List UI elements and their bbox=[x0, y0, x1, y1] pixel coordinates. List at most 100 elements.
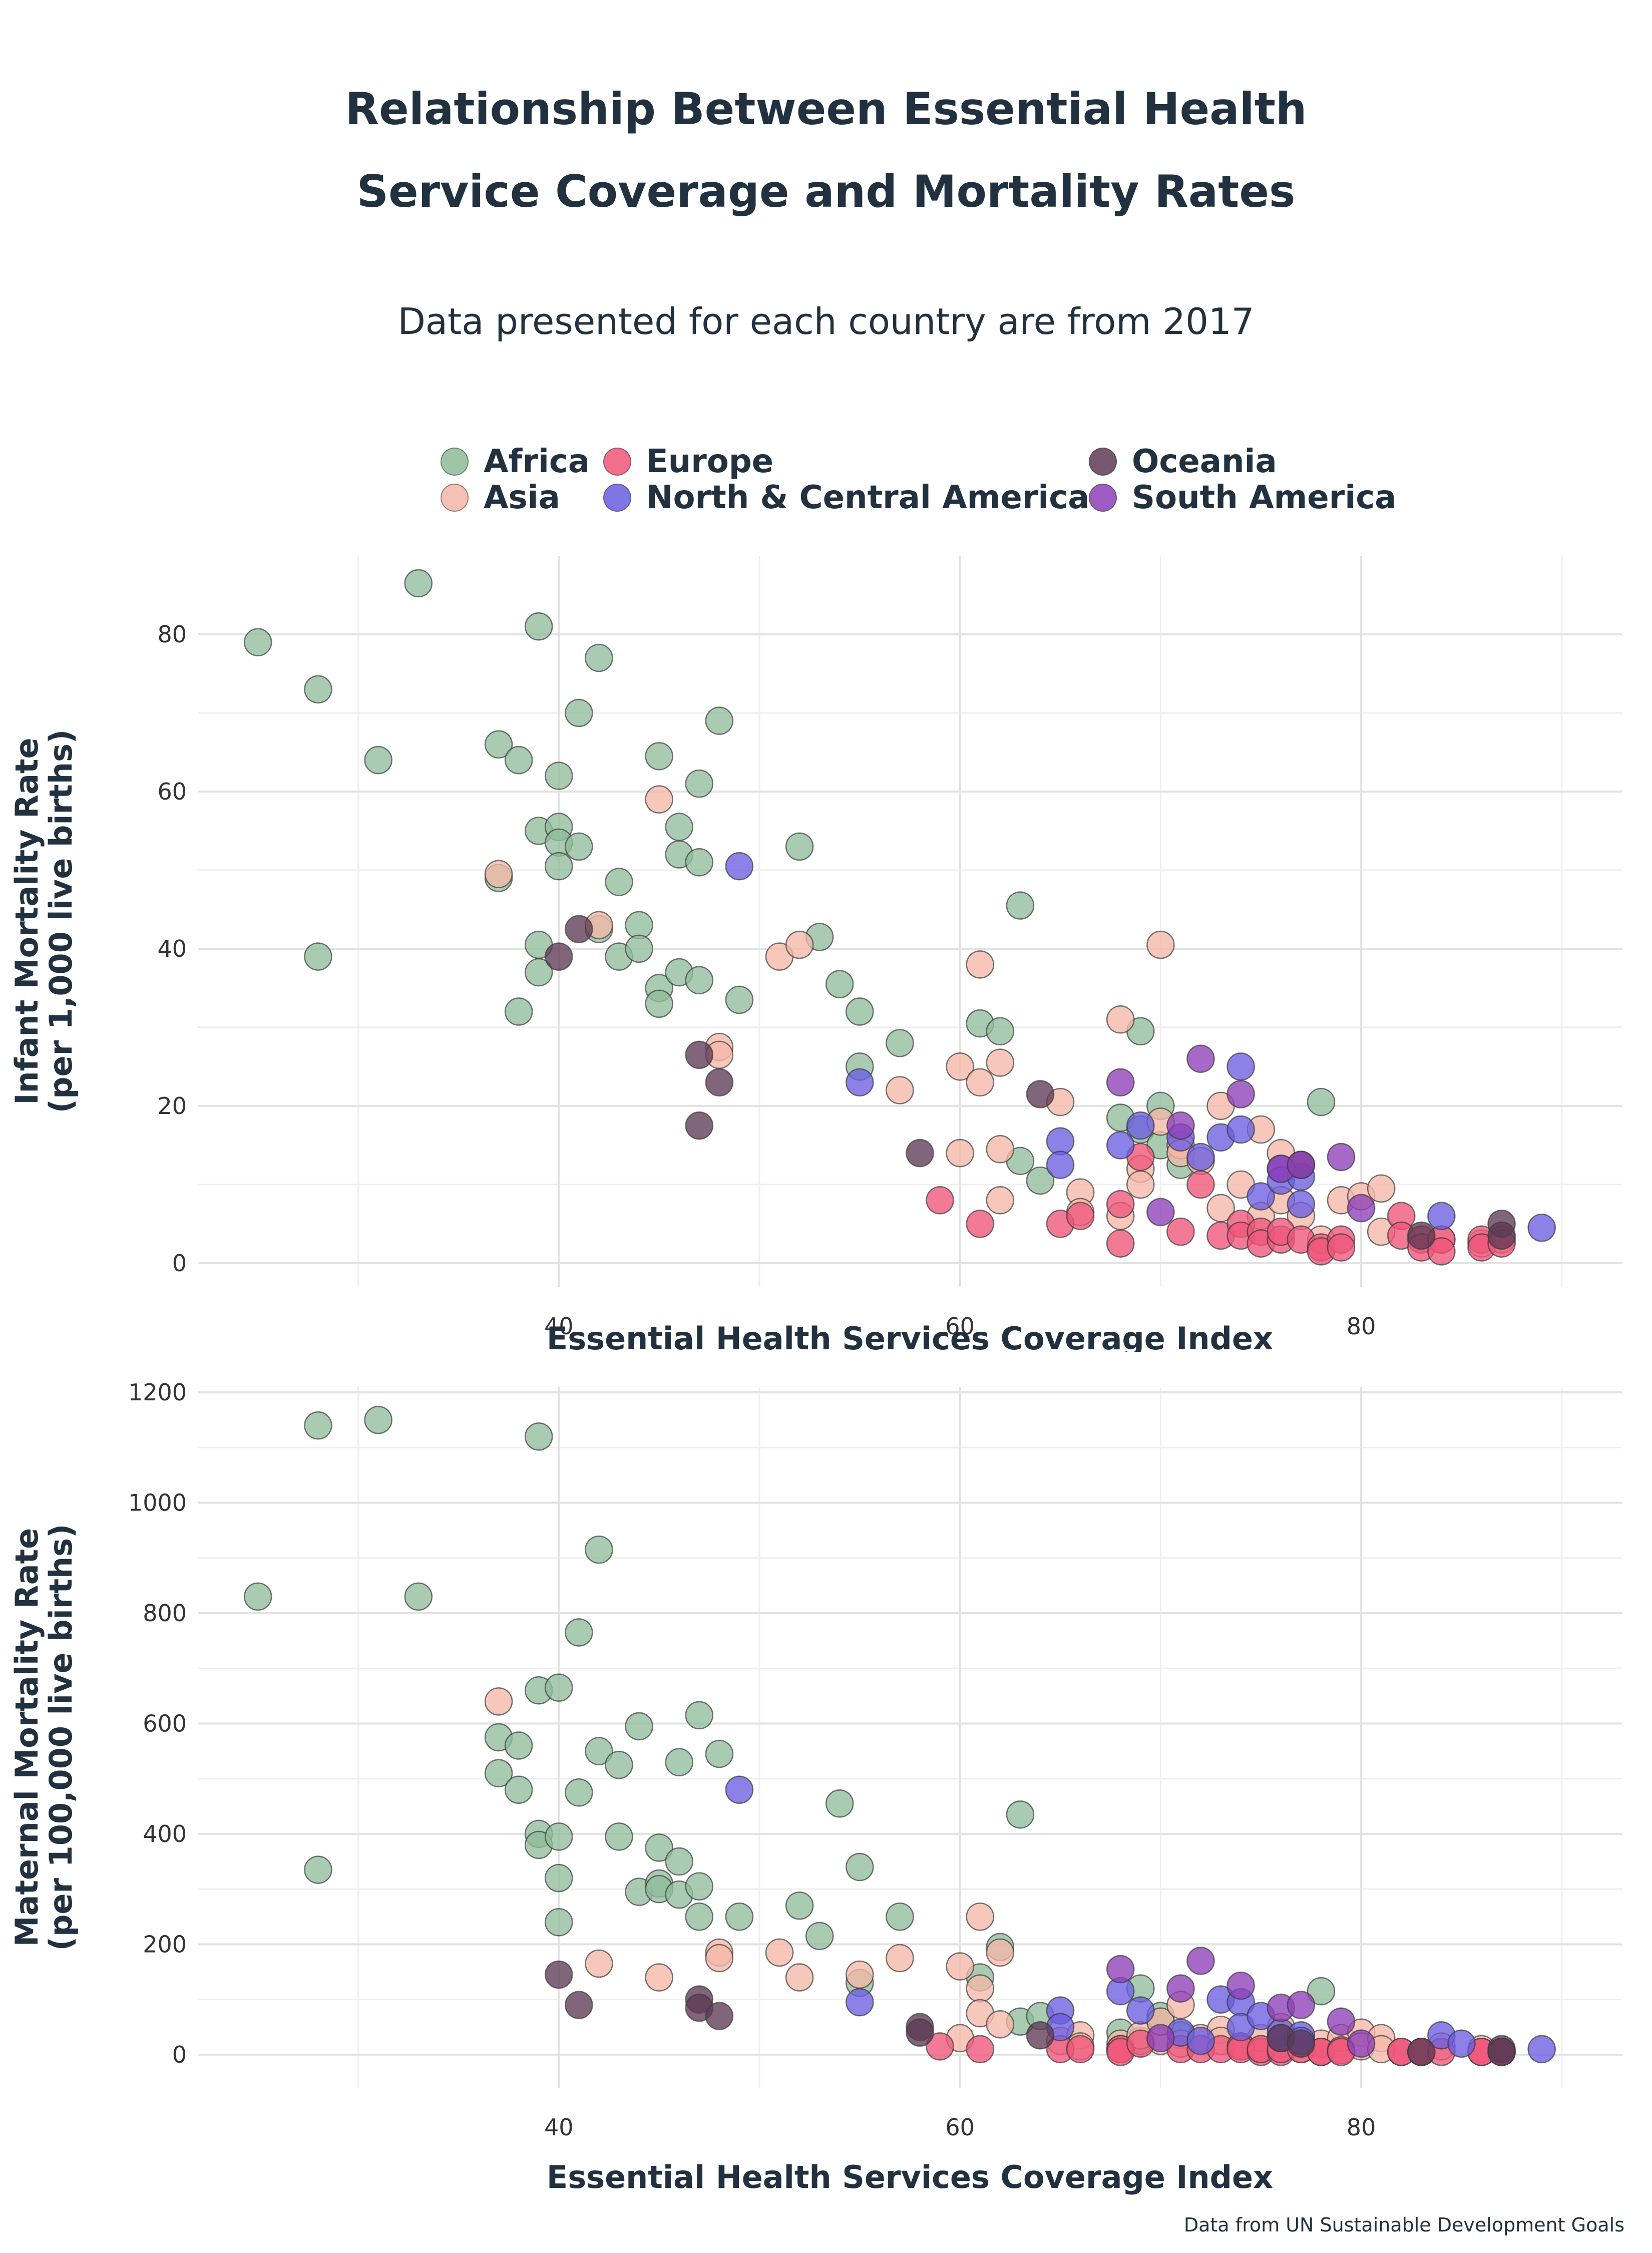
data-point bbox=[685, 1701, 714, 1730]
data-point bbox=[685, 1040, 714, 1069]
data-point bbox=[504, 997, 533, 1026]
x-tick-label: 60 bbox=[945, 2114, 975, 2141]
series-oceania bbox=[545, 915, 1516, 1250]
data-point bbox=[705, 1944, 734, 1973]
data-point bbox=[1026, 1166, 1055, 1195]
data-point bbox=[986, 1135, 1015, 1164]
data-point bbox=[545, 1960, 573, 1989]
data-point bbox=[805, 1922, 834, 1951]
data-point bbox=[1407, 2038, 1436, 2066]
legend-label: South America bbox=[1132, 479, 1397, 516]
data-point bbox=[545, 1863, 573, 1893]
data-point bbox=[1226, 1052, 1255, 1081]
data-point bbox=[404, 569, 433, 598]
data-point bbox=[685, 1872, 714, 1901]
data-point bbox=[1186, 1947, 1215, 1975]
data-point bbox=[605, 1750, 633, 1779]
data-point bbox=[1046, 1151, 1075, 1179]
data-point bbox=[1166, 1974, 1195, 2003]
legend-swatch bbox=[603, 484, 631, 512]
y-tick-label: 40 bbox=[157, 935, 187, 962]
data-point bbox=[1146, 2024, 1175, 2053]
data-point bbox=[585, 1949, 613, 1978]
data-point bbox=[585, 1737, 613, 1765]
data-point bbox=[1106, 1955, 1135, 1984]
data-point bbox=[1146, 1198, 1175, 1227]
data-point bbox=[765, 1938, 794, 1967]
data-point bbox=[725, 852, 754, 881]
data-point bbox=[685, 966, 714, 994]
data-point bbox=[986, 1186, 1015, 1215]
data-point bbox=[705, 1068, 734, 1097]
data-point bbox=[1146, 930, 1175, 959]
data-point bbox=[545, 1908, 573, 1937]
data-point bbox=[1287, 1151, 1316, 1179]
data-point bbox=[484, 730, 513, 759]
data-point bbox=[364, 1405, 392, 1434]
data-point bbox=[906, 2018, 934, 2047]
data-point bbox=[966, 1210, 994, 1238]
data-point bbox=[645, 785, 673, 814]
data-point bbox=[705, 2002, 734, 2030]
legend-label: North & Central America bbox=[646, 479, 1090, 516]
data-point bbox=[886, 1029, 914, 1057]
data-point bbox=[946, 1952, 974, 1981]
data-point bbox=[1527, 1214, 1556, 1242]
data-point bbox=[504, 745, 533, 775]
data-point bbox=[565, 1618, 593, 1647]
data-point bbox=[364, 745, 392, 775]
legend-item-asia: Asia bbox=[441, 479, 560, 516]
data-point bbox=[545, 852, 573, 881]
legend-swatch bbox=[603, 448, 631, 476]
data-point bbox=[1126, 1111, 1155, 1140]
y-tick-label: 400 bbox=[143, 1820, 187, 1847]
data-point bbox=[1527, 2035, 1556, 2064]
data-point bbox=[585, 1535, 613, 1564]
series-africa bbox=[243, 569, 1336, 1195]
data-point bbox=[304, 942, 332, 971]
x-tick-label: 80 bbox=[1347, 2114, 1376, 2141]
data-point bbox=[1066, 2035, 1095, 2064]
data-point bbox=[1367, 1174, 1396, 1203]
data-point bbox=[1166, 1111, 1195, 1140]
x-axis-title: Essential Health Services Coverage Index bbox=[547, 1320, 1273, 1352]
data-point bbox=[1427, 1202, 1456, 1230]
legend-item-europe: Europe bbox=[603, 443, 773, 480]
series-south-america bbox=[1106, 1044, 1376, 1227]
data-point bbox=[625, 1712, 653, 1741]
data-point bbox=[545, 1822, 573, 1851]
data-point bbox=[986, 1048, 1015, 1077]
data-point bbox=[484, 860, 513, 889]
data-point bbox=[1287, 2029, 1316, 2058]
data-point bbox=[1186, 1143, 1215, 1172]
data-point bbox=[625, 934, 653, 963]
series-south-america bbox=[1106, 1947, 1376, 2058]
data-point bbox=[846, 1068, 874, 1097]
data-point bbox=[1006, 891, 1035, 920]
x-tick-label: 80 bbox=[1347, 1313, 1376, 1340]
y-tick-label: 600 bbox=[143, 1710, 187, 1737]
data-point bbox=[545, 1673, 573, 1702]
data-point bbox=[304, 1855, 332, 1884]
data-point bbox=[524, 612, 553, 641]
data-point bbox=[685, 770, 714, 798]
y-tick-label: 1000 bbox=[128, 1489, 187, 1516]
data-point bbox=[685, 1111, 714, 1140]
y-tick-label: 60 bbox=[157, 778, 187, 805]
data-point bbox=[504, 1731, 533, 1760]
chart-title: Relationship Between Essential Health Se… bbox=[0, 68, 1652, 233]
y-tick-label: 800 bbox=[143, 1600, 187, 1627]
data-point bbox=[725, 1903, 754, 1931]
data-point bbox=[665, 813, 693, 841]
infant-mortality-chart: 40 60 80 0 20 40 60 80 Essential Health Services… bbox=[9, 556, 1622, 1352]
y-axis-title-line-1: Infant Mortality Rate bbox=[9, 737, 45, 1104]
data-point bbox=[243, 628, 272, 656]
y-axis-title-line-2: (per 100,000 live births) bbox=[43, 1524, 79, 1951]
data-point bbox=[645, 989, 673, 1018]
data-point bbox=[1226, 1115, 1255, 1144]
data-point bbox=[785, 930, 814, 959]
data-point bbox=[725, 1775, 754, 1804]
data-point bbox=[1287, 1190, 1316, 1219]
data-point bbox=[404, 1582, 433, 1611]
